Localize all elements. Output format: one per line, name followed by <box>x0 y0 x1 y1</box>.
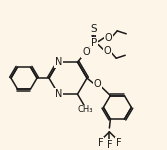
Text: O: O <box>94 79 101 89</box>
Text: S: S <box>90 24 97 34</box>
Text: CH₃: CH₃ <box>78 105 93 114</box>
Text: N: N <box>55 57 62 67</box>
Text: O: O <box>103 46 111 56</box>
Text: O: O <box>104 33 112 43</box>
Text: N: N <box>55 89 62 99</box>
Text: O: O <box>82 47 90 57</box>
Text: P: P <box>91 38 97 48</box>
Text: F: F <box>107 140 112 150</box>
Text: F: F <box>98 138 103 148</box>
Text: F: F <box>116 138 121 148</box>
